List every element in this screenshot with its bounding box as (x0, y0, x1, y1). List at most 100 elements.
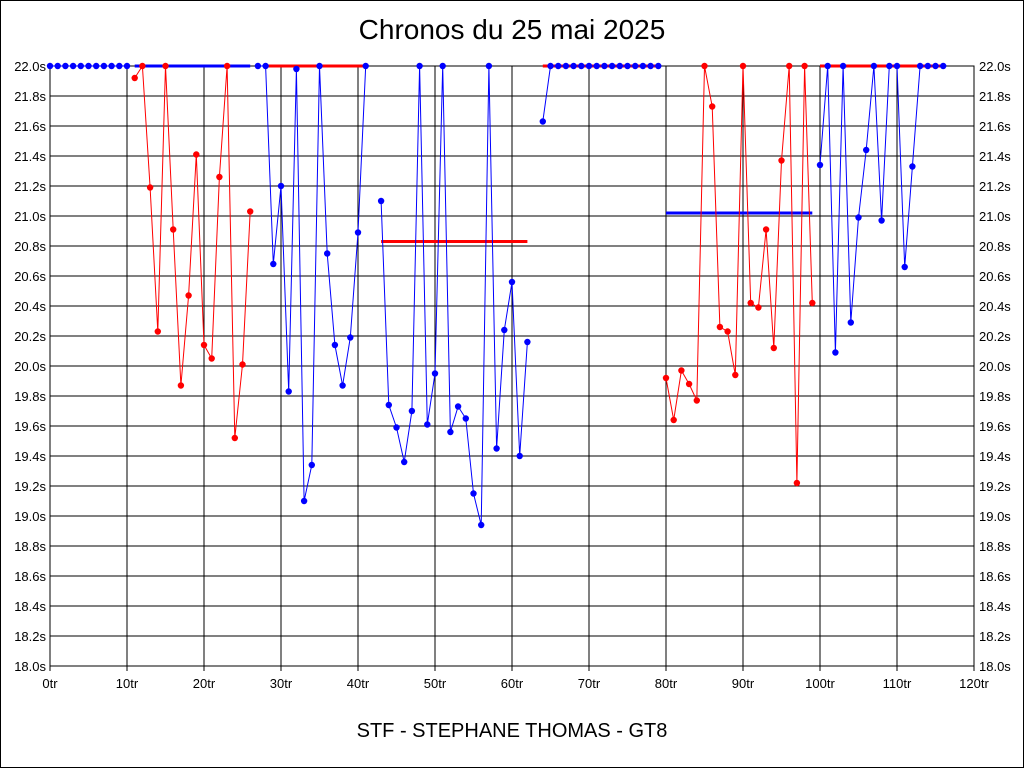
data-point (508, 278, 516, 286)
data-point (824, 62, 831, 70)
y-tick-label-right: 21.2s (979, 179, 1011, 194)
data-point (539, 118, 546, 125)
data-point (270, 260, 277, 268)
data-point (886, 62, 893, 70)
data-point (701, 62, 708, 70)
data-point (924, 62, 931, 70)
data-point (170, 226, 177, 233)
y-tick-label-right: 20.8s (979, 239, 1011, 254)
data-point (816, 161, 824, 169)
data-point (647, 62, 654, 70)
data-point (416, 62, 423, 70)
y-tick-label-right: 21.4s (979, 149, 1011, 164)
x-tick-label: 50tr (424, 676, 447, 691)
data-point (916, 62, 924, 70)
y-tick-label-right: 20.2s (979, 329, 1011, 344)
y-tick-label-left: 18.8s (14, 539, 46, 554)
data-point (339, 382, 346, 389)
y-tick-label-left: 20.0s (14, 359, 46, 374)
y-tick-label-left: 18.6s (14, 569, 46, 584)
data-point (185, 292, 192, 299)
data-point (331, 341, 339, 349)
data-point (401, 458, 408, 466)
x-tick-label: 70tr (578, 676, 601, 691)
data-point (739, 62, 747, 70)
x-tick-label: 60tr (501, 676, 524, 691)
series-line-seg-2 (134, 64, 251, 439)
y-tick-label-right: 18.8s (979, 539, 1011, 554)
data-point (478, 521, 485, 529)
data-point (139, 62, 146, 70)
data-point (154, 328, 161, 335)
data-point (755, 304, 762, 311)
data-point (493, 445, 500, 452)
data-point (69, 62, 77, 70)
x-tick-label: 10tr (116, 676, 139, 691)
data-point (786, 62, 793, 70)
y-tick-label-right: 22.0s (979, 59, 1011, 74)
x-tick-label: 20tr (193, 676, 216, 691)
data-point (462, 415, 469, 422)
chart-title: Chronos du 25 mai 2025 (358, 14, 666, 45)
data-point (254, 62, 262, 70)
data-point (239, 361, 246, 368)
data-point (123, 62, 131, 70)
data-point (177, 382, 185, 389)
data-point (208, 355, 215, 362)
series-line-seg-3 (257, 65, 367, 502)
series-line-seg-7 (819, 65, 944, 353)
data-point (570, 62, 577, 70)
data-point (300, 497, 308, 505)
data-point (347, 334, 354, 341)
data-point (601, 62, 608, 70)
y-tick-label-right: 20.0s (979, 359, 1011, 374)
plot-area (49, 65, 975, 667)
data-point (709, 103, 716, 110)
y-tick-label-right: 19.8s (979, 389, 1011, 404)
data-point (454, 403, 462, 410)
y-tick-label-left: 21.2s (14, 179, 46, 194)
data-point (801, 62, 808, 70)
data-point (193, 151, 200, 158)
data-point (770, 344, 777, 352)
x-tick-label: 80tr (655, 676, 678, 691)
y-tick-label-right: 21.0s (979, 209, 1011, 224)
data-point (447, 428, 454, 436)
data-point (439, 62, 446, 70)
data-point (693, 397, 700, 404)
data-point (608, 62, 616, 70)
x-tick-label: 0tr (42, 676, 58, 691)
data-point (747, 299, 754, 307)
data-point (762, 226, 770, 233)
data-point (377, 197, 385, 205)
data-point (547, 62, 554, 70)
data-point (616, 62, 623, 70)
y-tick-label-left: 19.0s (14, 509, 46, 524)
data-point (231, 434, 238, 442)
data-point (247, 208, 254, 215)
x-tick-label: 90tr (732, 676, 755, 691)
x-tick-label: 40tr (347, 676, 370, 691)
y-tick-label-right: 20.6s (979, 269, 1011, 284)
y-tick-label-left: 21.6s (14, 119, 46, 134)
data-point (385, 401, 392, 409)
data-point (362, 62, 369, 70)
y-tick-label-left: 19.6s (14, 419, 46, 434)
data-point (277, 182, 285, 190)
data-point (85, 62, 92, 70)
data-point (524, 338, 531, 346)
data-point (809, 299, 816, 307)
y-tick-label-right: 18.0s (979, 659, 1011, 674)
y-tick-label-left: 19.2s (14, 479, 46, 494)
y-tick-label-right: 18.2s (979, 629, 1011, 644)
y-tick-label-left: 21.0s (14, 209, 46, 224)
y-tick-label-right: 21.8s (979, 89, 1011, 104)
data-point (716, 323, 724, 331)
data-point (516, 452, 523, 460)
data-point (855, 214, 862, 221)
x-tick-label: 30tr (270, 676, 293, 691)
data-point (116, 62, 123, 70)
y-tick-label-left: 20.2s (14, 329, 46, 344)
series-line-seg-4 (380, 65, 528, 526)
data-point (793, 479, 801, 487)
